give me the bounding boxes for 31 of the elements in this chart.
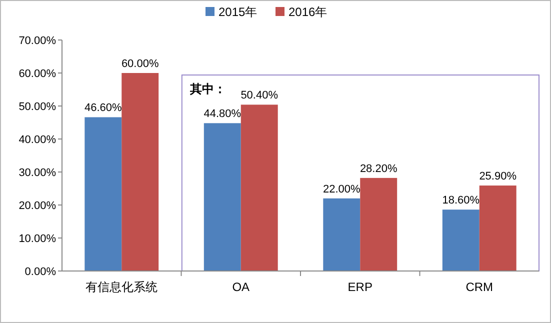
bar bbox=[204, 123, 241, 271]
data-label: 18.60% bbox=[442, 194, 480, 207]
bar bbox=[84, 117, 122, 271]
x-tick-label: 有信息化系统 bbox=[86, 280, 158, 294]
x-tick-label: OA bbox=[232, 280, 250, 294]
data-label: 46.60% bbox=[84, 102, 122, 114]
bar bbox=[442, 210, 480, 271]
y-tick-label: 60.00% bbox=[18, 68, 56, 80]
legend-label: 2016年 bbox=[288, 5, 328, 19]
data-label: 22.00% bbox=[322, 183, 361, 196]
data-label: 28.20% bbox=[360, 162, 398, 175]
bar bbox=[479, 186, 516, 271]
data-label: 25.90% bbox=[479, 170, 517, 183]
y-tick-label: 30.00% bbox=[18, 166, 56, 179]
y-tick-label: 40.00% bbox=[18, 134, 56, 146]
y-tick-label: 50.00% bbox=[18, 100, 56, 113]
x-tick-label: CRM bbox=[466, 280, 494, 294]
y-tick-label: 70.00% bbox=[18, 34, 56, 47]
data-label: 50.40% bbox=[240, 90, 278, 102]
y-tick-label: 10.00% bbox=[18, 232, 56, 245]
bar bbox=[240, 104, 278, 271]
legend-label: 2015年 bbox=[218, 5, 258, 19]
bar bbox=[360, 178, 398, 271]
y-tick-label: 20.00% bbox=[18, 200, 56, 212]
y-tick-label: 0.00% bbox=[24, 266, 56, 278]
bar bbox=[323, 198, 360, 271]
x-tick-label: ERP bbox=[348, 280, 372, 294]
data-label: 60.00% bbox=[121, 58, 159, 70]
bar bbox=[122, 73, 159, 271]
data-label: 44.80% bbox=[204, 108, 242, 120]
annotation: 其中： bbox=[188, 82, 226, 96]
